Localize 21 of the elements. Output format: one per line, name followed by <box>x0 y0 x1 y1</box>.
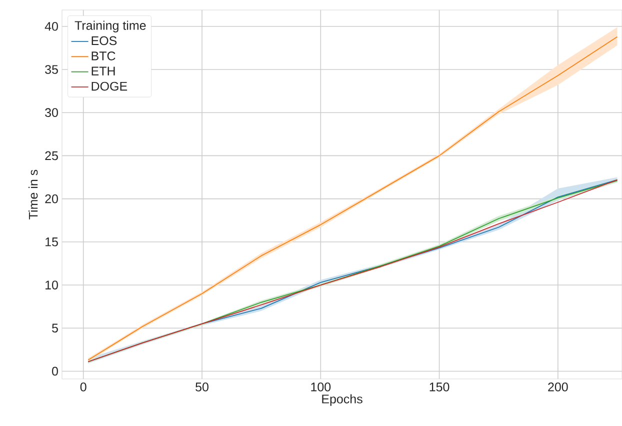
x-tick-label: 150 <box>430 382 450 392</box>
x-axis-title: Epochs <box>322 394 362 406</box>
y-tick-label: 20 <box>45 194 58 204</box>
y-tick-label: 5 <box>52 324 58 332</box>
x-tick-label: 0 <box>80 382 86 392</box>
x-tick-label: 50 <box>196 382 208 392</box>
y-tick-label: 25 <box>45 151 58 160</box>
y-tick-label: 35 <box>45 65 58 74</box>
y-tick-label: 30 <box>45 108 58 118</box>
legend-label: DOGE <box>92 82 128 91</box>
x-tick-label: 200 <box>548 382 568 392</box>
legend-label: EOS <box>92 36 117 46</box>
legend-title: Training time <box>74 20 146 32</box>
legend-label: BTC <box>92 52 116 60</box>
y-tick-label: 15 <box>46 238 58 246</box>
y-tick-label: 0 <box>52 366 58 376</box>
legend-label: ETH <box>92 66 115 76</box>
y-tick-label: 40 <box>44 22 58 31</box>
y-tick-label: 10 <box>46 280 58 290</box>
y-axis-title: Time in s <box>28 170 38 220</box>
x-tick-label: 100 <box>311 382 331 392</box>
